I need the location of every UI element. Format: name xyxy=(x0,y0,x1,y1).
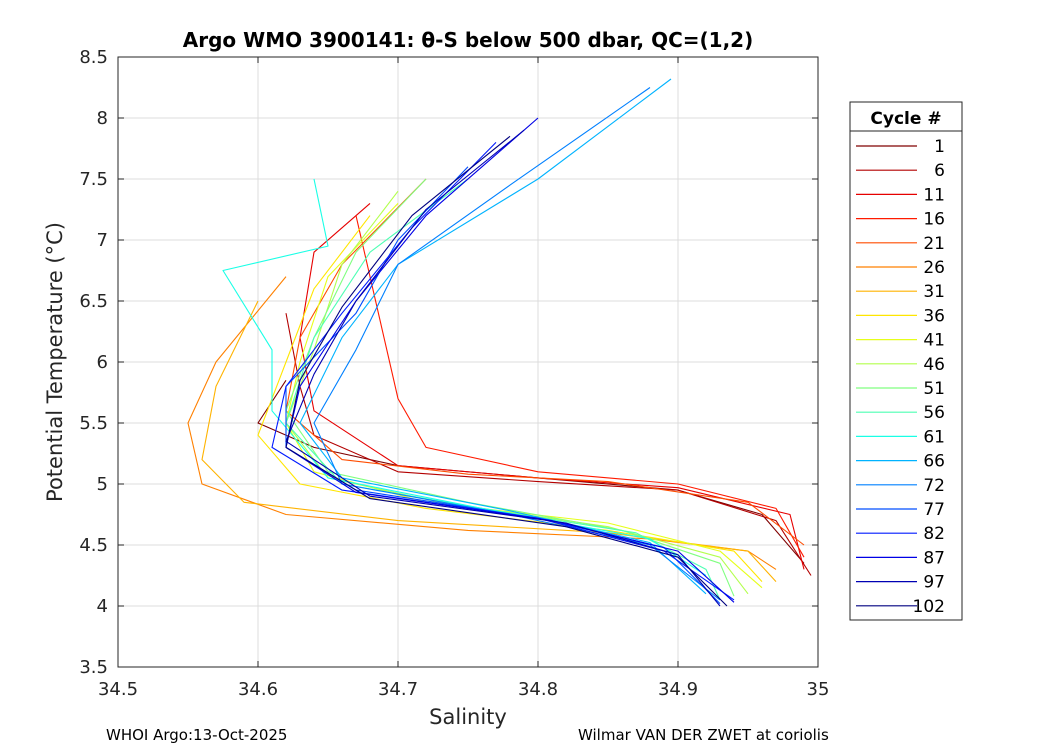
y-tick-label: 5 xyxy=(97,474,108,495)
series-line-cycle-6 xyxy=(285,313,812,576)
legend-label: 82 xyxy=(923,524,945,544)
y-axis-label: Potential Temperature (°C) xyxy=(43,222,67,502)
legend-label: 31 xyxy=(923,282,945,302)
y-tick-label: 8.5 xyxy=(79,47,108,68)
x-axis-label: Salinity xyxy=(429,705,507,729)
footer-left: WHOI Argo:13-Oct-2025 xyxy=(106,726,287,744)
x-tick-label: 34.7 xyxy=(378,679,418,700)
legend-label: 66 xyxy=(923,452,945,472)
x-tick-label: 35 xyxy=(807,679,830,700)
legend-label: 72 xyxy=(923,476,945,496)
legend-label: 77 xyxy=(923,500,945,520)
y-tick-label: 6 xyxy=(97,352,108,373)
series-line-cycle-61 xyxy=(222,178,707,576)
series-line-cycle-21 xyxy=(285,178,805,546)
legend-label: 21 xyxy=(923,234,945,254)
legend-label: 46 xyxy=(923,355,945,375)
y-tick-label: 5.5 xyxy=(79,413,108,434)
y-tick-label: 7 xyxy=(97,230,108,251)
series-line-cycle-51 xyxy=(285,178,735,597)
legend-label: 41 xyxy=(923,331,945,351)
y-tick-label: 3.5 xyxy=(79,657,108,678)
series-line-cycle-97 xyxy=(285,129,721,607)
legend-box xyxy=(849,101,963,621)
y-tick-label: 6.5 xyxy=(79,291,108,312)
legend-label: 36 xyxy=(923,306,945,326)
x-tick-label: 34.9 xyxy=(658,679,698,700)
chart-title: Argo WMO 3900141: θ-S below 500 dbar, QC… xyxy=(183,28,753,52)
series-line-cycle-31 xyxy=(201,300,777,582)
series-line-cycle-16 xyxy=(355,215,805,558)
legend-label: 61 xyxy=(923,427,945,447)
series-line-cycle-41 xyxy=(285,203,763,589)
y-tick-label: 8 xyxy=(97,108,108,129)
legend-label: 1 xyxy=(934,137,945,157)
legend-label: 16 xyxy=(923,210,945,230)
legend-label: 11 xyxy=(923,185,945,205)
series-layer xyxy=(187,78,812,607)
y-ticks: 3.5 4 4.5 5 5.5 6 6.5 7 7.5 8 8.5 xyxy=(79,47,818,678)
series-line-cycle-66 xyxy=(299,78,707,595)
legend-label: 26 xyxy=(923,258,945,278)
legend-label: 56 xyxy=(923,403,945,423)
legend-label: 87 xyxy=(923,548,945,568)
footer-right: Wilmar VAN DER ZWET at coriolis xyxy=(578,726,829,744)
series-line-cycle-102 xyxy=(285,135,728,607)
series-line-cycle-82 xyxy=(271,142,735,601)
x-tick-label: 34.8 xyxy=(518,679,558,700)
x-tick-label: 34.5 xyxy=(98,679,138,700)
legend-label: 6 xyxy=(934,161,945,181)
y-tick-label: 7.5 xyxy=(79,169,108,190)
x-ticks: 34.5 34.6 34.7 34.8 34.9 35 xyxy=(98,57,829,700)
legend-label: 97 xyxy=(923,573,945,593)
y-tick-label: 4.5 xyxy=(79,535,108,556)
y-tick-label: 4 xyxy=(97,596,108,617)
legend-label: 102 xyxy=(913,597,945,617)
legend: Cycle # 16111621263136414651566166727782… xyxy=(849,101,963,621)
x-tick-label: 34.6 xyxy=(238,679,278,700)
legend-title: Cycle # xyxy=(870,109,941,129)
legend-label: 51 xyxy=(923,379,945,399)
